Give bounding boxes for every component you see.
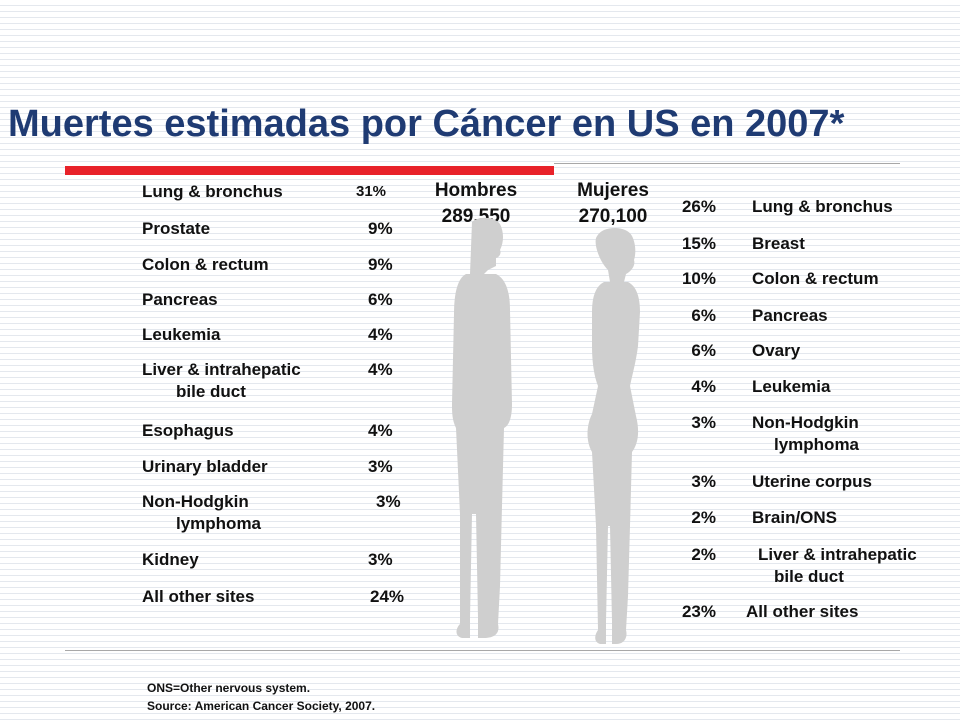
men-row-pct: 3% <box>368 550 393 569</box>
women-row-pct: 10% <box>681 269 716 288</box>
men-row-pct: 4% <box>368 421 393 440</box>
women-row-name-line1: Liver & intrahepatic <box>758 545 917 564</box>
women-row-pct: 26% <box>681 197 716 216</box>
men-row-name: Esophagus <box>142 421 234 440</box>
slide-title: Muertes estimadas por Cáncer en US en 20… <box>8 103 845 145</box>
men-row-name-line1: Non-Hodgkin <box>142 492 249 511</box>
men-row-pct: 9% <box>368 255 393 274</box>
men-label: Hombres <box>434 180 518 201</box>
women-row-name: Non-Hodgkin lymphoma <box>752 412 859 456</box>
female-silhouette-icon <box>587 228 640 644</box>
men-row-name-line2: bile duct <box>176 382 246 401</box>
men-row-name: Liver & intrahepatic bile duct <box>142 359 301 403</box>
women-row-pct: 15% <box>681 234 716 253</box>
men-row-pct: 4% <box>368 360 393 379</box>
women-row-name: Brain/ONS <box>752 508 838 527</box>
men-row-name: Non-Hodgkin lymphoma <box>142 491 261 535</box>
men-row-pct: 6% <box>368 290 393 309</box>
women-label: Mujeres <box>577 180 649 201</box>
women-row-name: Breast <box>752 234 805 253</box>
men-row-name: Prostate <box>142 219 211 238</box>
women-row-name: Leukemia <box>752 377 831 396</box>
women-row-name: Uterine corpus <box>752 472 872 491</box>
men-row-name: Colon & rectum <box>142 255 269 274</box>
men-row-pct: 9% <box>368 219 393 238</box>
title-divider-line <box>554 163 900 164</box>
women-row-pct: 4% <box>691 377 716 396</box>
women-row-pct: 3% <box>691 472 716 491</box>
men-row-pct: 3% <box>376 492 401 511</box>
women-row-name: Lung & bronchus <box>752 197 893 216</box>
men-row-pct: 4% <box>368 325 393 344</box>
women-row-pct: 6% <box>691 341 716 360</box>
women-row-name: Ovary <box>752 341 801 360</box>
women-row-name: Liver & intrahepatic bile duct <box>758 544 917 588</box>
men-row-name: Kidney <box>142 550 199 569</box>
men-row-name: All other sites <box>142 587 255 606</box>
women-header: Mujeres 270,100 <box>558 178 668 230</box>
women-row-pct: 2% <box>691 545 716 564</box>
men-row-name-line2: lymphoma <box>176 514 262 533</box>
men-row-name: Pancreas <box>142 290 218 309</box>
men-row-name: Leukemia <box>142 325 221 344</box>
men-row-name: Urinary bladder <box>142 457 268 476</box>
women-row-name: Pancreas <box>752 306 828 325</box>
bottom-divider-line <box>65 650 900 651</box>
women-row-name: All other sites <box>746 602 859 621</box>
men-row-pct: 31% <box>356 183 387 200</box>
women-row-pct: 3% <box>691 413 716 432</box>
title-accent-rule <box>65 166 554 175</box>
men-row-pct: 3% <box>368 457 393 476</box>
men-row-pct: 24% <box>370 587 405 606</box>
footnote-abbreviation: ONS=Other nervous system. <box>147 681 311 695</box>
women-row-name: Colon & rectum <box>752 269 879 288</box>
women-row-pct: 6% <box>691 306 716 325</box>
women-row-pct: 2% <box>691 508 716 527</box>
footnote-source: Source: American Cancer Society, 2007. <box>147 699 376 713</box>
women-row-pct: 23% <box>681 602 716 621</box>
women-row-name-line2: lymphoma <box>774 435 860 454</box>
women-row-name-line1: Non-Hodgkin <box>752 413 859 432</box>
male-silhouette-icon <box>452 217 512 638</box>
men-row-name-line1: Liver & intrahepatic <box>142 360 301 379</box>
women-total: 270,100 <box>578 206 648 227</box>
men-row-name: Lung & bronchus <box>142 182 283 201</box>
women-row-name-line2: bile duct <box>774 567 844 586</box>
